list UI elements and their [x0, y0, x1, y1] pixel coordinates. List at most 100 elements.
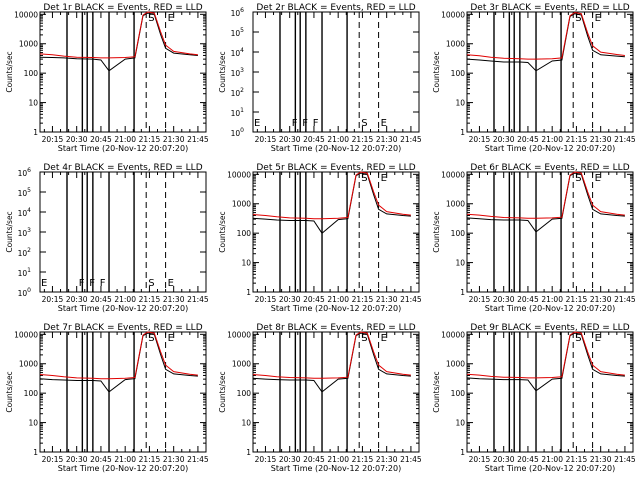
y-axis-label: Counts/sec — [432, 371, 441, 412]
x-tick-label: 21:15 — [139, 295, 161, 304]
x-tick-label: 20:30 — [66, 135, 88, 144]
x-tick-label: 21:00 — [541, 455, 563, 464]
x-tick-label: 21:30 — [163, 455, 185, 464]
y-tick-label: 103 — [18, 227, 32, 238]
y-tick-label: 10 — [28, 419, 38, 428]
y-tick-label: 101 — [231, 107, 245, 118]
marker-label: E — [381, 333, 387, 344]
marker-label: S — [361, 333, 367, 344]
plot-frame — [252, 171, 420, 293]
y-tick-label: 10000 — [441, 10, 465, 19]
x-tick-label: 20:30 — [66, 295, 88, 304]
flag-label: F — [313, 118, 319, 129]
y-tick-label: 10000 — [441, 170, 465, 179]
x-tick-label: 21:45 — [614, 455, 636, 464]
x-tick-label: 20:30 — [493, 455, 515, 464]
x-tick-label: 20:30 — [493, 135, 515, 144]
panel-title: Det 3r BLACK = Events, RED = LLD — [470, 3, 629, 13]
flag-label: F — [302, 118, 308, 129]
panel-title: Det 7r BLACK = Events, RED = LLD — [43, 323, 202, 333]
y-tick-label: 10000 — [227, 170, 251, 179]
events-series-line — [466, 172, 625, 233]
y-tick-label: 1 — [33, 448, 38, 457]
events-series-line — [252, 332, 411, 393]
flag-label: F — [292, 118, 298, 129]
events-series-line — [39, 332, 198, 393]
y-tick-label: 100 — [18, 287, 32, 298]
marker-label: S — [575, 13, 581, 24]
x-tick-label: 20:15 — [469, 455, 491, 464]
x-tick-label: 20:15 — [42, 295, 64, 304]
marker-label: S — [148, 333, 154, 344]
marker-label: S — [575, 333, 581, 344]
y-tick-label: 103 — [231, 67, 245, 78]
x-tick-label: 20:45 — [303, 295, 325, 304]
y-tick-label: 10 — [455, 99, 465, 108]
flag-label: E — [41, 278, 47, 289]
x-axis-label: Start Time (20-Nov-12 20:07:20) — [58, 464, 188, 473]
x-tick-label: 20:45 — [517, 455, 539, 464]
x-tick-label: 21:00 — [327, 455, 349, 464]
x-tick-label: 20:30 — [279, 135, 301, 144]
y-tick-label: 1 — [460, 128, 465, 137]
x-tick-label: 21:00 — [541, 295, 563, 304]
marker-label: E — [168, 333, 174, 344]
x-tick-label: 21:45 — [187, 455, 209, 464]
marker-label: S — [361, 118, 367, 129]
panel-title: Det 2r BLACK = Events, RED = LLD — [256, 3, 415, 13]
x-tick-label: 21:00 — [327, 135, 349, 144]
y-tick-label: 102 — [231, 87, 245, 98]
y-axis-label: Counts/sec — [218, 211, 227, 252]
x-tick-label: 21:45 — [400, 455, 422, 464]
flag-label: F — [100, 278, 106, 289]
x-tick-label: 20:45 — [303, 135, 325, 144]
x-tick-label: 21:15 — [566, 455, 588, 464]
y-tick-label: 1000 — [446, 360, 465, 369]
x-tick-label: 21:45 — [614, 295, 636, 304]
x-tick-label: 21:30 — [590, 135, 612, 144]
plot-frame — [39, 11, 207, 133]
y-tick-label: 101 — [18, 267, 32, 278]
lld-series-line — [252, 171, 411, 220]
x-tick-label: 21:30 — [163, 295, 185, 304]
y-tick-label: 10000 — [14, 330, 38, 339]
marker-label: S — [148, 13, 154, 24]
y-tick-label: 10 — [28, 99, 38, 108]
x-tick-label: 20:45 — [517, 135, 539, 144]
y-tick-label: 100 — [451, 69, 466, 78]
y-tick-label: 10000 — [14, 10, 38, 19]
x-tick-label: 21:15 — [352, 295, 374, 304]
x-tick-label: 20:45 — [90, 135, 112, 144]
y-tick-label: 10 — [241, 419, 251, 428]
plot-frame — [252, 331, 420, 453]
y-tick-label: 1 — [246, 448, 251, 457]
panel-title: Det 9r BLACK = Events, RED = LLD — [470, 323, 629, 333]
events-series-line — [466, 332, 625, 392]
y-tick-label: 100 — [451, 229, 466, 238]
x-tick-label: 20:30 — [279, 455, 301, 464]
x-tick-label: 21:15 — [352, 455, 374, 464]
x-tick-label: 20:45 — [517, 295, 539, 304]
x-tick-label: 21:30 — [376, 295, 398, 304]
x-tick-label: 20:15 — [469, 135, 491, 144]
x-tick-label: 20:45 — [90, 455, 112, 464]
plot-frame — [252, 11, 420, 133]
y-tick-label: 106 — [18, 167, 32, 178]
x-tick-label: 21:30 — [590, 455, 612, 464]
y-tick-label: 1000 — [232, 200, 251, 209]
lld-series-line — [252, 331, 411, 379]
y-tick-label: 105 — [231, 27, 245, 38]
x-tick-label: 21:45 — [400, 135, 422, 144]
y-tick-label: 102 — [18, 247, 32, 258]
y-tick-label: 1 — [460, 288, 465, 297]
x-tick-label: 20:15 — [42, 135, 64, 144]
panel-title: Det 5r BLACK = Events, RED = LLD — [256, 163, 415, 173]
x-tick-label: 21:30 — [163, 135, 185, 144]
y-tick-label: 1 — [460, 448, 465, 457]
flag-label: E — [254, 118, 260, 129]
x-axis-label: Start Time (20-Nov-12 20:07:20) — [271, 304, 401, 313]
